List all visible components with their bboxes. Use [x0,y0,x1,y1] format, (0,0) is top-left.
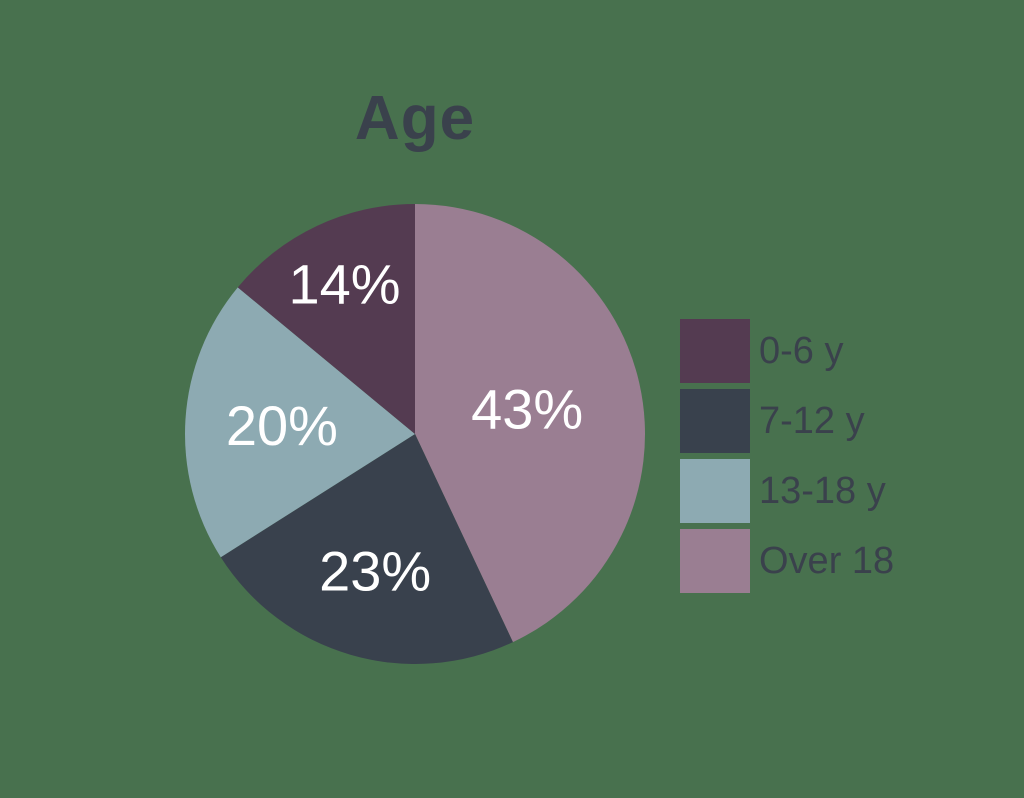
legend-swatch [680,389,750,453]
pie-slice-13-18-y [184,287,415,558]
legend-swatch [680,529,750,593]
legend-item: Over 18 [680,529,894,593]
legend: 0-6 y 7-12 y 13-18 y Over 18 [680,319,894,599]
slice-label-over-18: 43% [471,377,583,440]
legend-swatch [680,319,750,383]
pie-chart: 43% 23% 20% 14% [184,203,646,665]
slice-label-13-18-y: 20% [226,394,338,457]
legend-label: 7-12 y [759,400,865,442]
legend-swatch [680,459,750,523]
legend-label: 13-18 y [759,470,886,512]
pie-slice-0-6-y [237,203,415,434]
legend-item: 13-18 y [680,459,894,523]
pie-slice-over-18 [415,204,646,643]
legend-label: Over 18 [759,540,895,582]
legend-item: 7-12 y [680,389,894,453]
chart-title: Age [354,84,476,153]
slice-label-7-12-y: 23% [319,539,431,602]
legend-label: 0-6 y [759,330,844,372]
slice-label-0-6-y: 14% [288,253,400,316]
pie-slice-7-12-y [220,434,513,665]
legend-item: 0-6 y [680,319,894,383]
